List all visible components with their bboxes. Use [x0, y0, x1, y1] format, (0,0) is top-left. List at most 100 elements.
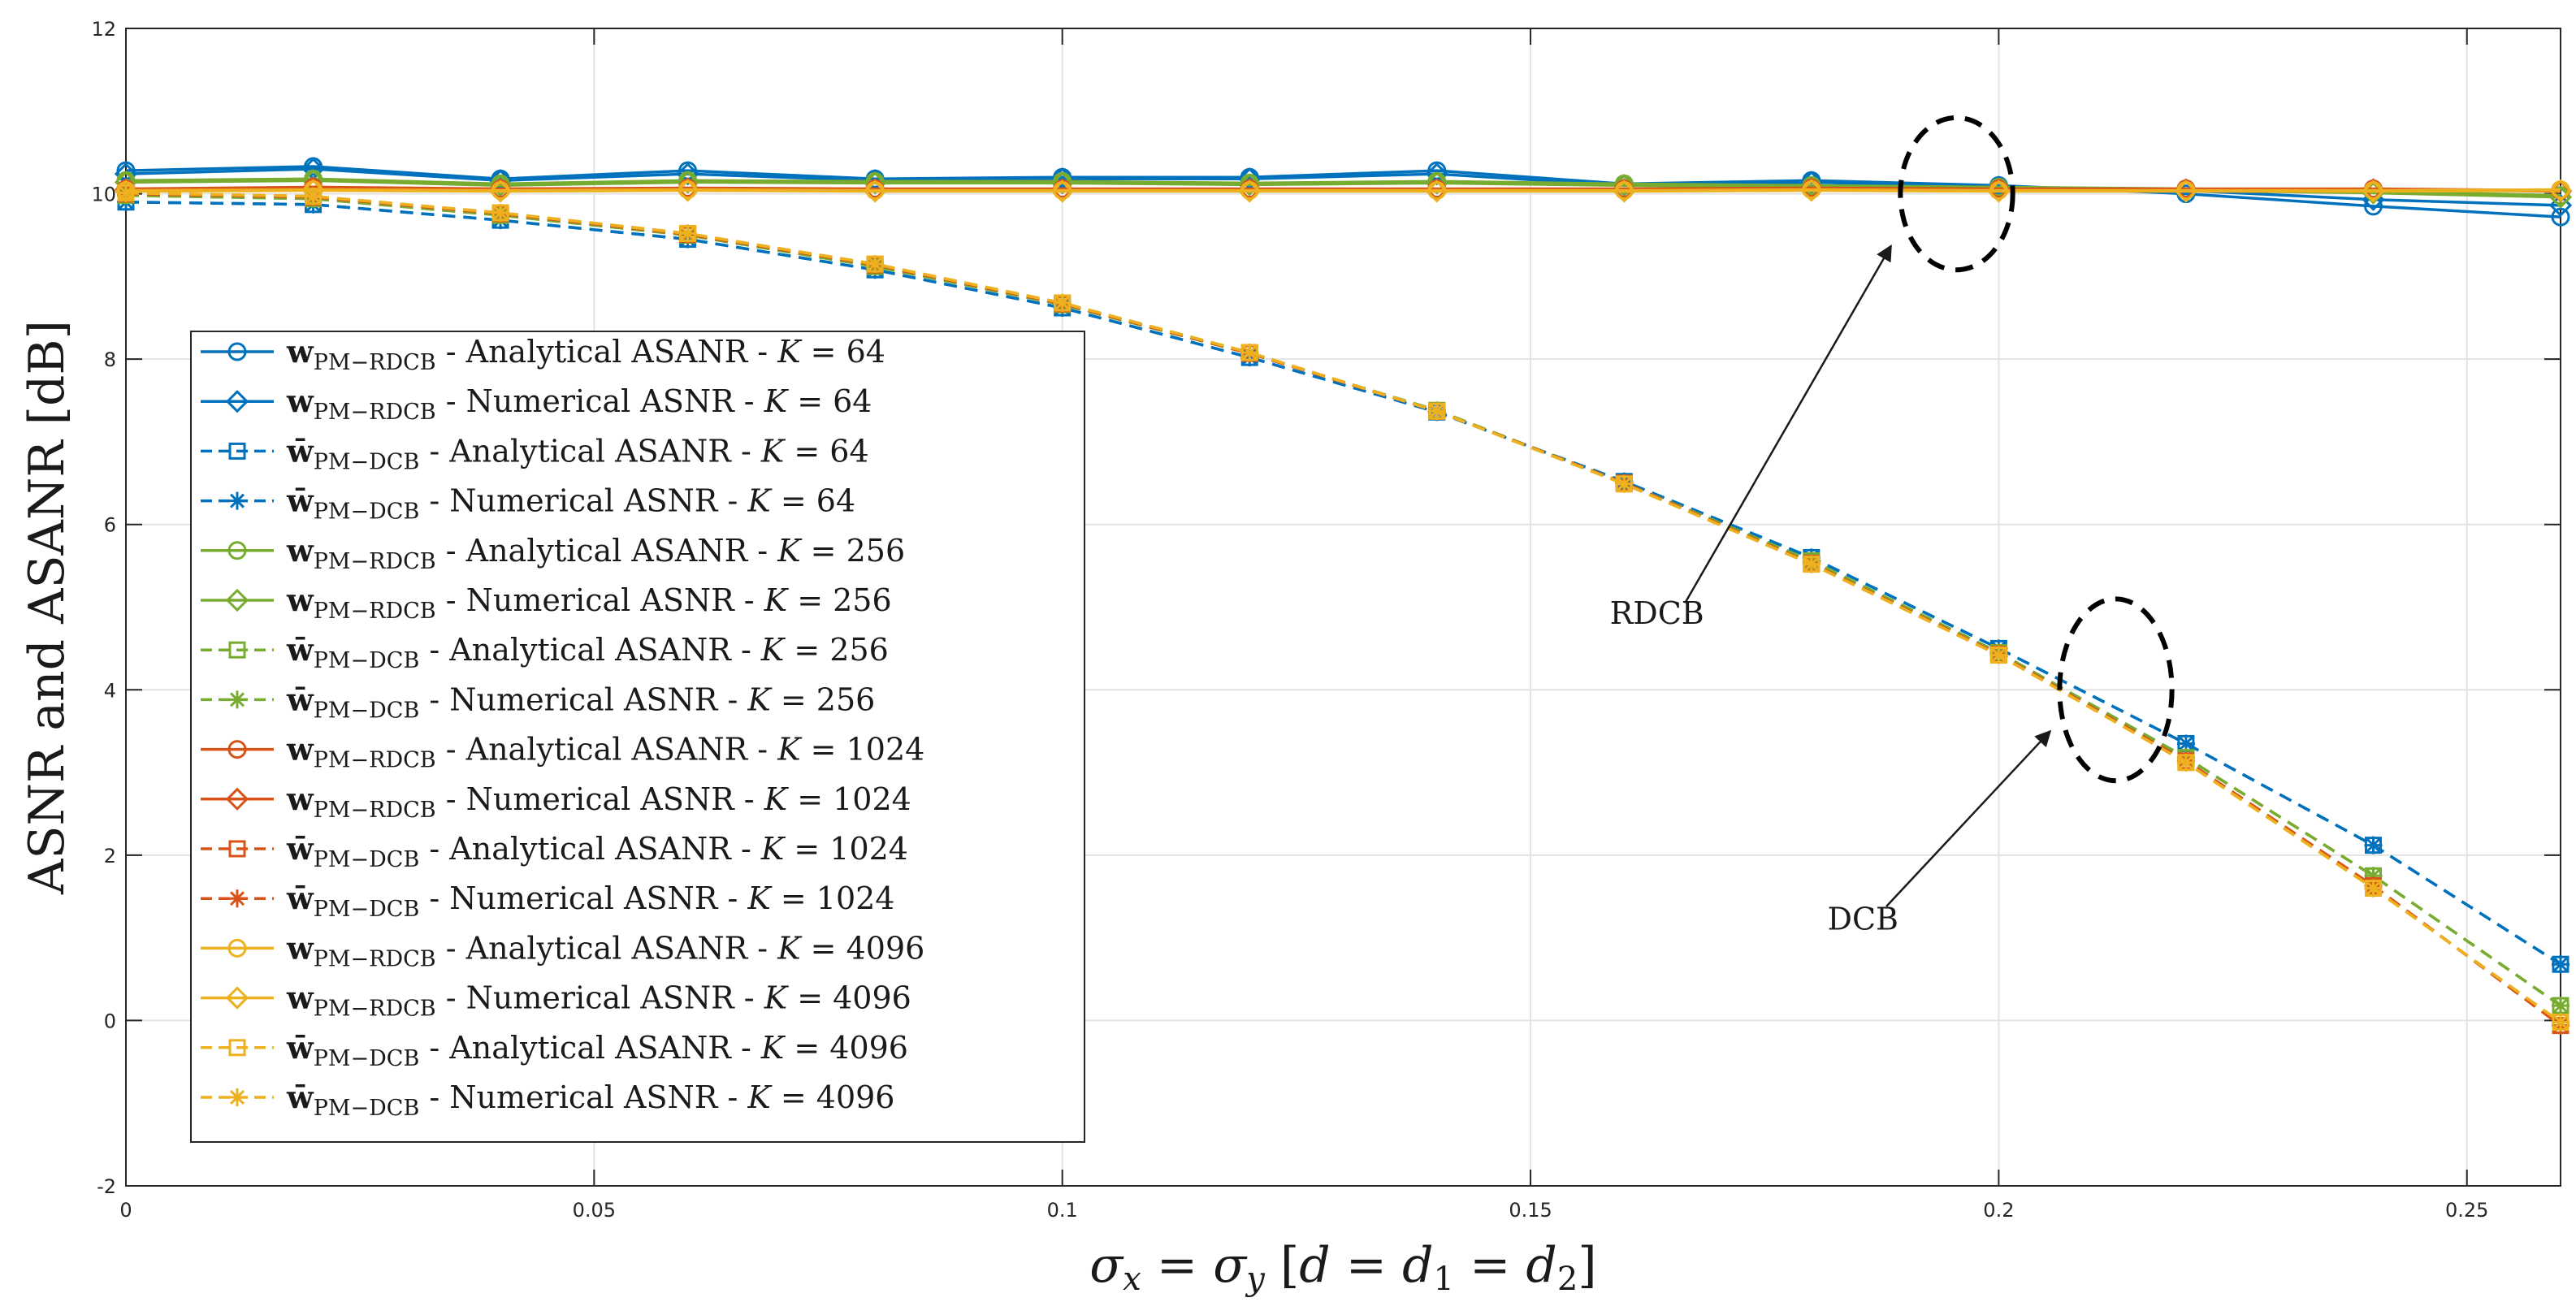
legend-entry: w̄PM−DCB - Numerical ASNR - K = 4096: [201, 1079, 895, 1121]
x-label-eq-3: =: [1454, 1237, 1526, 1294]
annotation-ellipse: [2057, 596, 2175, 784]
legend-marker: [228, 889, 246, 908]
legend-k-value: = 64: [787, 383, 872, 419]
legend-description: - Numerical ASNR -: [419, 681, 747, 717]
x-label-sigma: σ: [1089, 1237, 1124, 1294]
legend-weight-symbol: w̄: [286, 1079, 314, 1115]
legend-description: - Analytical ASANR -: [419, 1030, 761, 1066]
legend-marker: [227, 541, 247, 560]
legend-label: wPM−RDCB - Analytical ASANR - K = 1024: [286, 731, 924, 773]
legend-description: - Numerical ASNR -: [419, 483, 747, 519]
legend-k-value: = 4096: [771, 1079, 895, 1115]
x-label-eq-2: =: [1331, 1237, 1402, 1294]
data-point: [1050, 180, 1074, 203]
x-label-d1-sub: 1: [1434, 1261, 1454, 1298]
data-point: [2552, 997, 2570, 1015]
legend-marker: [228, 690, 246, 709]
legend-weight-symbol: w: [286, 383, 314, 419]
annotations: RDCB DCB: [1610, 115, 2175, 936]
legend-marker: [228, 840, 246, 858]
data-point: [117, 184, 135, 202]
x-tick-label: 0.1: [1047, 1199, 1078, 1222]
legend-k-value: = 1024: [801, 732, 925, 768]
legend-subscript: PM−RDCB: [314, 997, 436, 1022]
annotation-label: DCB: [1828, 901, 1898, 936]
annotation-dcb: DCB: [1828, 596, 2175, 936]
legend-subscript: PM−DCB: [314, 449, 420, 474]
legend-subscript: PM−RDCB: [314, 946, 436, 971]
legend-k-value: = 1024: [784, 831, 908, 867]
legend-k-value: = 256: [787, 582, 892, 618]
y-tick-label: -2: [97, 1175, 116, 1198]
legend-k-value: = 256: [801, 533, 906, 569]
series-line: [125, 191, 2562, 1023]
data-point: [114, 162, 138, 186]
y-tick-label: 4: [104, 679, 116, 702]
x-label-bracket: [: [1265, 1237, 1299, 1294]
data-point: [2364, 836, 2383, 854]
data-point: [2174, 180, 2198, 203]
y-axis-label: ASNR and ASANR [dB]: [19, 320, 76, 895]
data-point: [2548, 179, 2573, 202]
legend-entry: wPM−RDCB - Numerical ASNR - K = 64: [201, 383, 872, 425]
y-tick-label: 10: [91, 184, 116, 206]
annotation-ellipse: [1898, 115, 2015, 273]
y-tick-label: 2: [104, 845, 116, 867]
legend-marker: [227, 740, 247, 759]
x-label-eq: =: [1141, 1237, 1213, 1294]
x-label-d2: d: [1526, 1237, 1556, 1294]
x-label-d1: d: [1402, 1237, 1433, 1294]
legend-weight-symbol: w: [286, 582, 314, 618]
annotation-rdcb: RDCB: [1610, 115, 2015, 631]
legend-k-symbol: K: [747, 681, 773, 717]
data-point: [488, 180, 513, 203]
data-point: [1427, 402, 1446, 421]
legend-k-value: = 4096: [801, 930, 925, 966]
series-line: [125, 188, 2561, 193]
series-group: [114, 157, 2573, 1035]
legend-subscript: PM−DCB: [314, 1096, 420, 1121]
legend-entry: wPM−RDCB - Analytical ASANR - K = 1024: [201, 731, 924, 773]
x-label-sigma-2: σ: [1213, 1237, 1248, 1294]
legend-entry: w̄PM−DCB - Analytical ASANR - K = 256: [201, 631, 889, 673]
x-tick-label: 0.25: [2445, 1199, 2488, 1222]
legend-description: - Analytical ASANR -: [419, 831, 761, 867]
legend-entry: wPM−RDCB - Numerical ASNR - K = 4096: [201, 980, 911, 1022]
legend-k-symbol: K: [760, 831, 786, 867]
data-point: [2364, 867, 2383, 885]
legend-subscript: PM−DCB: [314, 897, 420, 922]
legend-label: w̄PM−DCB - Numerical ASNR - K = 1024: [286, 880, 895, 922]
data-point: [1613, 180, 1636, 203]
legend-label: w̄PM−DCB - Analytical ASANR - K = 1024: [286, 830, 908, 872]
data-point: [304, 187, 323, 205]
x-label-d2-sub: 2: [1557, 1261, 1578, 1298]
legend-label: wPM−RDCB - Analytical ASANR - K = 64: [286, 333, 885, 375]
data-point: [1425, 180, 1448, 203]
legend-weight-symbol: w̄: [286, 482, 314, 519]
legend-entry: w̄PM−DCB - Analytical ASANR - K = 64: [201, 432, 869, 474]
legend-subscript: PM−DCB: [314, 500, 420, 525]
legend-description: - Analytical ASANR -: [419, 632, 761, 668]
legend-description: - Numerical ASNR -: [419, 1079, 747, 1115]
legend-marker: [225, 390, 249, 413]
legend-k-value: = 4096: [784, 1030, 908, 1066]
legend-entry: w̄PM−DCB - Numerical ASNR - K = 256: [201, 681, 875, 723]
legend-description: - Numerical ASNR -: [436, 383, 764, 419]
legend-weight-symbol: w: [286, 333, 314, 370]
y-tick-label: 0: [104, 1010, 116, 1032]
legend-label: w̄PM−DCB - Numerical ASNR - K = 64: [286, 482, 855, 525]
legend-description: - Numerical ASNR -: [436, 980, 764, 1016]
legend-label: wPM−RDCB - Numerical ASNR - K = 64: [286, 383, 872, 425]
legend-label: wPM−RDCB - Analytical ASANR - K = 256: [286, 532, 905, 574]
data-point: [2176, 753, 2195, 772]
legend-description: - Numerical ASNR -: [436, 582, 764, 618]
legend-description: - Analytical ASANR -: [419, 433, 761, 469]
legend-marker: [228, 641, 246, 659]
legend-k-symbol: K: [764, 582, 790, 618]
legend-k-symbol: K: [760, 1030, 786, 1066]
x-label-sub: x: [1123, 1261, 1141, 1298]
legend-label: wPM−RDCB - Numerical ASNR - K = 4096: [286, 980, 911, 1022]
legend-subscript: PM−DCB: [314, 847, 420, 872]
annotation-arrow: [1684, 244, 1892, 604]
